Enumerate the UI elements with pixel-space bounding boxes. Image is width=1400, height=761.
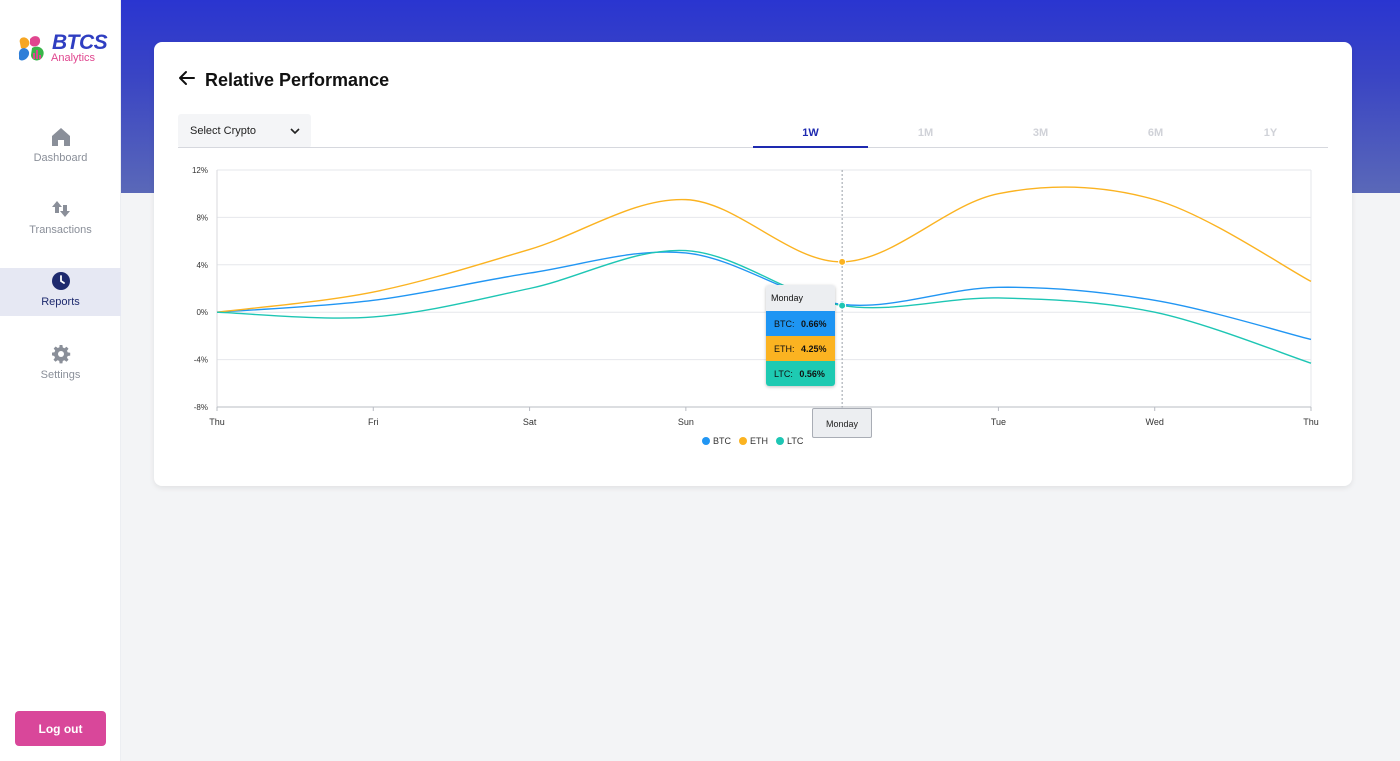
x-tick-label: Fri [368, 417, 379, 427]
y-tick-label: 4% [196, 261, 208, 270]
period-tabs: 1W 1M 3M 6M 1Y [753, 122, 1328, 148]
legend-label-btc: BTC [713, 436, 732, 446]
tooltip-series-value: 4.25% [801, 344, 827, 354]
x-tick-label: Sat [523, 417, 537, 427]
brand-logo[interactable]: BTCS Analytics [16, 30, 108, 70]
sidebar-item-dashboard[interactable]: Dashboard [0, 124, 121, 172]
y-tick-label: 12% [192, 166, 208, 175]
back-arrow-icon[interactable] [178, 69, 196, 87]
select-crypto-label: Select Crypto [190, 125, 257, 137]
sidebar-item-label: Dashboard [33, 152, 88, 164]
tab-1y[interactable]: 1Y [1263, 127, 1278, 139]
tooltip-series-name: ETH [774, 344, 792, 354]
series-point-eth [838, 257, 847, 266]
brand-name: BTCS [52, 31, 108, 54]
transfer-icon [51, 201, 70, 217]
x-tick-label: Tue [991, 417, 1006, 427]
tooltip-series-name: LTC [774, 369, 791, 379]
page-title: Relative Performance [205, 70, 390, 90]
sidebar: BTCS Analytics Dashboard Transactions Re… [0, 0, 121, 761]
legend-marker-ltc [776, 437, 784, 445]
series-line-btc [216, 251, 1312, 341]
legend-label-eth: ETH [750, 436, 768, 446]
series-line-ltc [216, 249, 1312, 364]
sidebar-item-reports[interactable]: Reports [0, 268, 121, 316]
y-tick-label: 0% [196, 308, 208, 317]
legend-label-ltc: LTC [787, 436, 804, 446]
x-tick-label: Thu [209, 417, 225, 427]
legend-marker-eth [739, 437, 747, 445]
chevron-down-icon [290, 128, 300, 135]
x-tick-label: Wed [1146, 417, 1164, 427]
home-icon [51, 128, 70, 146]
x-tick-label: Thu [1303, 417, 1319, 427]
tooltip-row-ltc: LTC: 0.56% [766, 361, 835, 386]
tooltip-row-btc: BTC: 0.66% [766, 311, 835, 336]
series-line-eth [216, 186, 1312, 313]
sidebar-item-settings[interactable]: Settings [0, 341, 121, 389]
sidebar-item-label: Settings [40, 369, 81, 381]
logo-mark-icon [18, 36, 44, 61]
series-point-ltc [838, 301, 847, 310]
sidebar-item-label: Transactions [29, 224, 92, 236]
tab-3m[interactable]: 3M [1032, 127, 1049, 139]
y-tick-label: 8% [196, 213, 208, 222]
sidebar-item-transactions[interactable]: Transactions [0, 196, 121, 244]
brand-subtitle: Analytics [51, 52, 96, 64]
tooltip-series-name: BTC [774, 319, 792, 329]
tooltip-series-value: 0.66% [801, 319, 827, 329]
y-tick-label: -4% [194, 356, 208, 365]
tab-6m[interactable]: 6M [1147, 127, 1164, 139]
select-crypto-dropdown[interactable]: Select Crypto [178, 114, 311, 148]
tab-1m[interactable]: 1M [917, 127, 934, 139]
crosshair-x-label: Monday [812, 408, 872, 438]
tooltip-title: Monday [766, 285, 835, 311]
x-tick-label: Sun [678, 417, 694, 427]
logout-button[interactable]: Log out [15, 711, 106, 746]
sidebar-item-label: Reports [41, 296, 80, 308]
tab-1w[interactable]: 1W [753, 122, 868, 148]
legend-marker-btc [702, 437, 710, 445]
gear-icon [51, 345, 70, 364]
chart-tooltip: Monday BTC: 0.66% ETH: 4.25% LTC: 0.56% [766, 285, 835, 386]
tabs-divider [178, 147, 753, 148]
tooltip-row-eth: ETH: 4.25% [766, 336, 835, 361]
tooltip-series-value: 0.56% [799, 369, 825, 379]
y-tick-label: -8% [194, 403, 208, 412]
clock-icon [51, 272, 70, 290]
relative-performance-card: Relative Performance Select Crypto 1W 1M… [154, 42, 1352, 486]
